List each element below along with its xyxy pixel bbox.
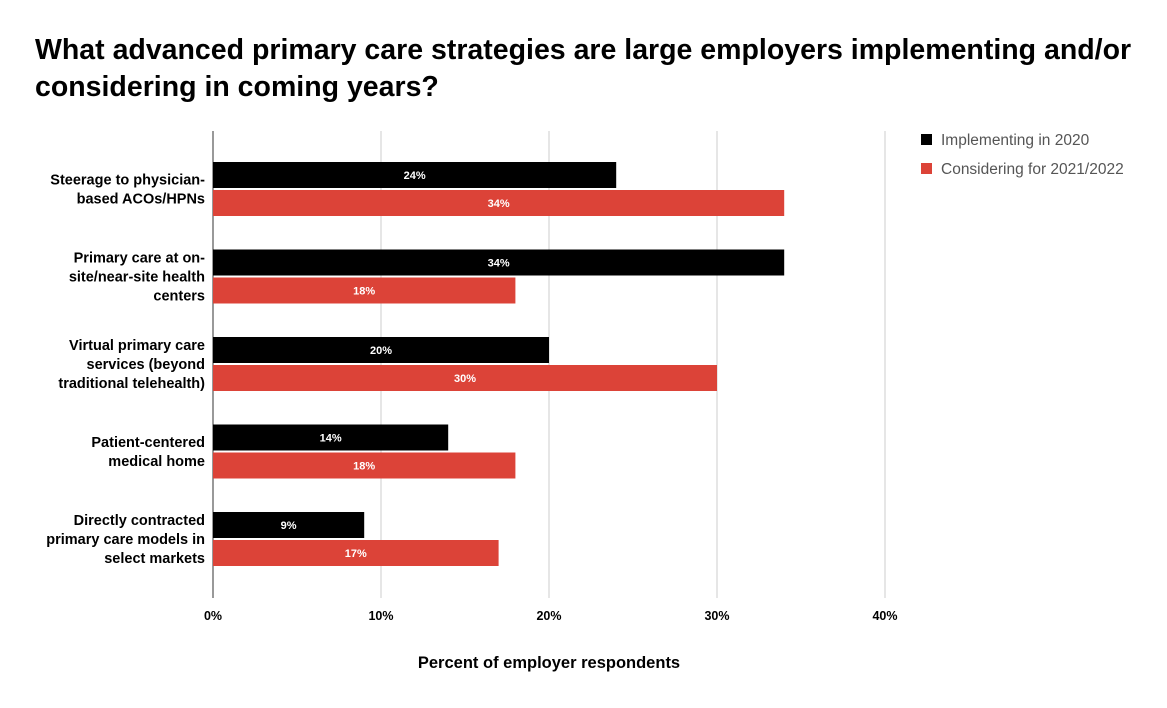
legend: Implementing in 2020 Considering for 2021…	[921, 132, 1124, 178]
category-label-line: services (beyond	[87, 357, 205, 373]
bars: 24% 34% 34% 18% 20% 30% 14% 18% 9% 17%	[213, 162, 785, 566]
category-labels: Steerage to physician-based ACOs/HPNs Pri…	[46, 173, 205, 568]
x-axis-title: Percent of employer respondents	[418, 654, 680, 672]
bar-value-label: 34%	[488, 258, 510, 270]
bar	[213, 365, 717, 391]
category-label-line: Steerage to physician-	[50, 173, 205, 189]
bar-value-label: 34%	[488, 198, 510, 210]
chart-title: What advanced primary care strategies ar…	[35, 34, 1132, 103]
bar-value-label: 24%	[404, 170, 426, 182]
x-tick-label: 0%	[204, 609, 222, 623]
bar	[213, 337, 549, 363]
category-label-line: centers	[153, 289, 205, 305]
legend-label: Considering for 2021/2022	[941, 161, 1124, 178]
category-label: Directly contracted primary care models i…	[46, 513, 205, 567]
bar-value-label: 14%	[320, 433, 342, 445]
category-label-line: select markets	[104, 551, 205, 567]
x-tick-label: 40%	[872, 609, 897, 623]
x-tick-labels: 0% 10% 20% 30% 40%	[204, 609, 898, 623]
x-tick-label: 30%	[704, 609, 729, 623]
legend-label: Implementing in 2020	[941, 132, 1090, 149]
category-label-line: Patient-centered	[91, 435, 205, 451]
x-tick-label: 10%	[368, 609, 393, 623]
x-tick-label: 20%	[536, 609, 561, 623]
legend-swatch	[921, 163, 932, 174]
bar	[213, 424, 449, 451]
category-label-line: site/near-site health	[69, 270, 205, 286]
bar-value-label: 20%	[370, 345, 392, 357]
legend-swatch	[921, 134, 932, 145]
category-label: Steerage to physician-based ACOs/HPNs	[50, 173, 205, 208]
bar-value-label: 9%	[281, 520, 297, 532]
category-label-line: medical home	[108, 454, 205, 470]
category-label-line: traditional telehealth)	[58, 376, 205, 392]
bar-value-label: 17%	[345, 548, 367, 560]
bar	[213, 452, 516, 479]
bar-value-label: 18%	[353, 286, 375, 298]
bar	[213, 540, 499, 566]
bar-value-label: 30%	[454, 373, 476, 385]
bar	[213, 512, 365, 538]
category-label-line: based ACOs/HPNs	[77, 192, 205, 208]
category-label-line: Directly contracted	[74, 513, 205, 529]
category-label-line: Primary care at on-	[74, 251, 206, 267]
bar-value-label: 18%	[353, 461, 375, 473]
category-label: Virtual primary care services (beyond trad…	[58, 338, 205, 392]
bar	[213, 277, 516, 304]
category-label: Primary care at on-site/near-site health…	[69, 251, 205, 305]
bar	[213, 190, 785, 216]
category-label-line: Virtual primary care	[69, 338, 205, 354]
category-label-line: primary care models in	[46, 532, 205, 548]
bar	[213, 162, 617, 188]
category-label: Patient-centered medical home	[91, 435, 205, 470]
bar	[213, 249, 785, 276]
